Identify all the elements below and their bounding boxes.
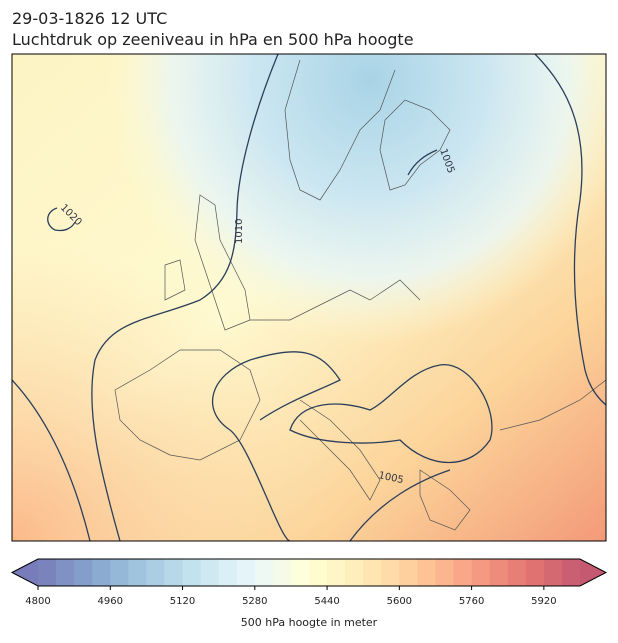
- map-frame: [11, 53, 607, 542]
- colorbar-segment: [471, 559, 491, 586]
- colorbar-extend-low: [12, 559, 38, 586]
- colorbar-segment: [417, 559, 436, 586]
- colorbar-segment: [236, 559, 256, 586]
- map: 1020 1010 1005 1005: [12, 54, 606, 541]
- colorbar-segment: [399, 559, 418, 586]
- colorbar: 4800 4960 5120 5280 5440 5600 5760 5920: [10, 558, 608, 607]
- colorbar-segment: [381, 559, 400, 586]
- colorbar-segment: [309, 559, 328, 586]
- date-title: 29-03-1826 12 UTC: [12, 9, 167, 28]
- colorbar-segment: [345, 559, 364, 586]
- colorbar-segment: [56, 559, 75, 586]
- colorbar-segment: [561, 559, 581, 586]
- colorbar-tick-label: 5600: [387, 596, 412, 607]
- colorbar-segment: [182, 559, 202, 586]
- isobars: [12, 54, 606, 541]
- contour-label: 1005: [377, 470, 404, 486]
- colorbar-segment: [92, 559, 111, 586]
- colorbar-segment: [74, 559, 93, 586]
- colorbar-segment: [507, 559, 527, 586]
- colorbar-segment: [453, 559, 473, 586]
- colorbar-label: 500 hPa hoogte in meter: [241, 616, 378, 629]
- colorbar-tick-label: 5440: [314, 596, 339, 607]
- colorbar-segment: [272, 559, 292, 586]
- colorbar-segment: [164, 559, 184, 586]
- colorbar-tick-label: 5760: [459, 596, 484, 607]
- coastlines: [114, 59, 606, 531]
- colorbar-segment: [110, 559, 129, 586]
- colorbar-segment: [543, 559, 563, 586]
- map-title: Luchtdruk op zeeniveau in hPa en 500 hPa…: [12, 30, 414, 49]
- colorbar-segment: [290, 559, 310, 586]
- colorbar-segment: [218, 559, 238, 586]
- colorbar-segment: [128, 559, 147, 586]
- colorbar-tick-label: 4800: [25, 596, 50, 607]
- colorbar-segment: [327, 559, 346, 586]
- colorbar-segment: [38, 559, 57, 586]
- colorbar-segment: [146, 559, 165, 586]
- contour-label: 1010: [234, 219, 245, 244]
- colorbar-segment: [525, 559, 545, 586]
- colorbar-segment: [200, 559, 220, 586]
- colorbar-tick-label: 5120: [170, 596, 195, 607]
- colorbar-tick-label: 4960: [98, 596, 123, 607]
- colorbar-extend-high: [580, 559, 606, 586]
- colorbar-segment: [435, 559, 455, 586]
- colorbar-tick-label: 5920: [531, 596, 556, 607]
- colorbar-segment: [363, 559, 382, 586]
- colorbar-segment: [254, 559, 274, 586]
- colorbar-tick-label: 5280: [242, 596, 267, 607]
- colorbar-segment: [489, 559, 509, 586]
